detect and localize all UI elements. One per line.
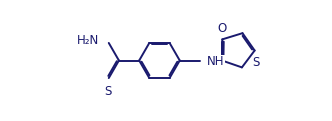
Text: H₂N: H₂N [77,34,100,47]
Text: NH: NH [207,55,225,68]
Text: O: O [217,22,226,35]
Text: S: S [253,56,260,69]
Text: S: S [105,85,112,98]
